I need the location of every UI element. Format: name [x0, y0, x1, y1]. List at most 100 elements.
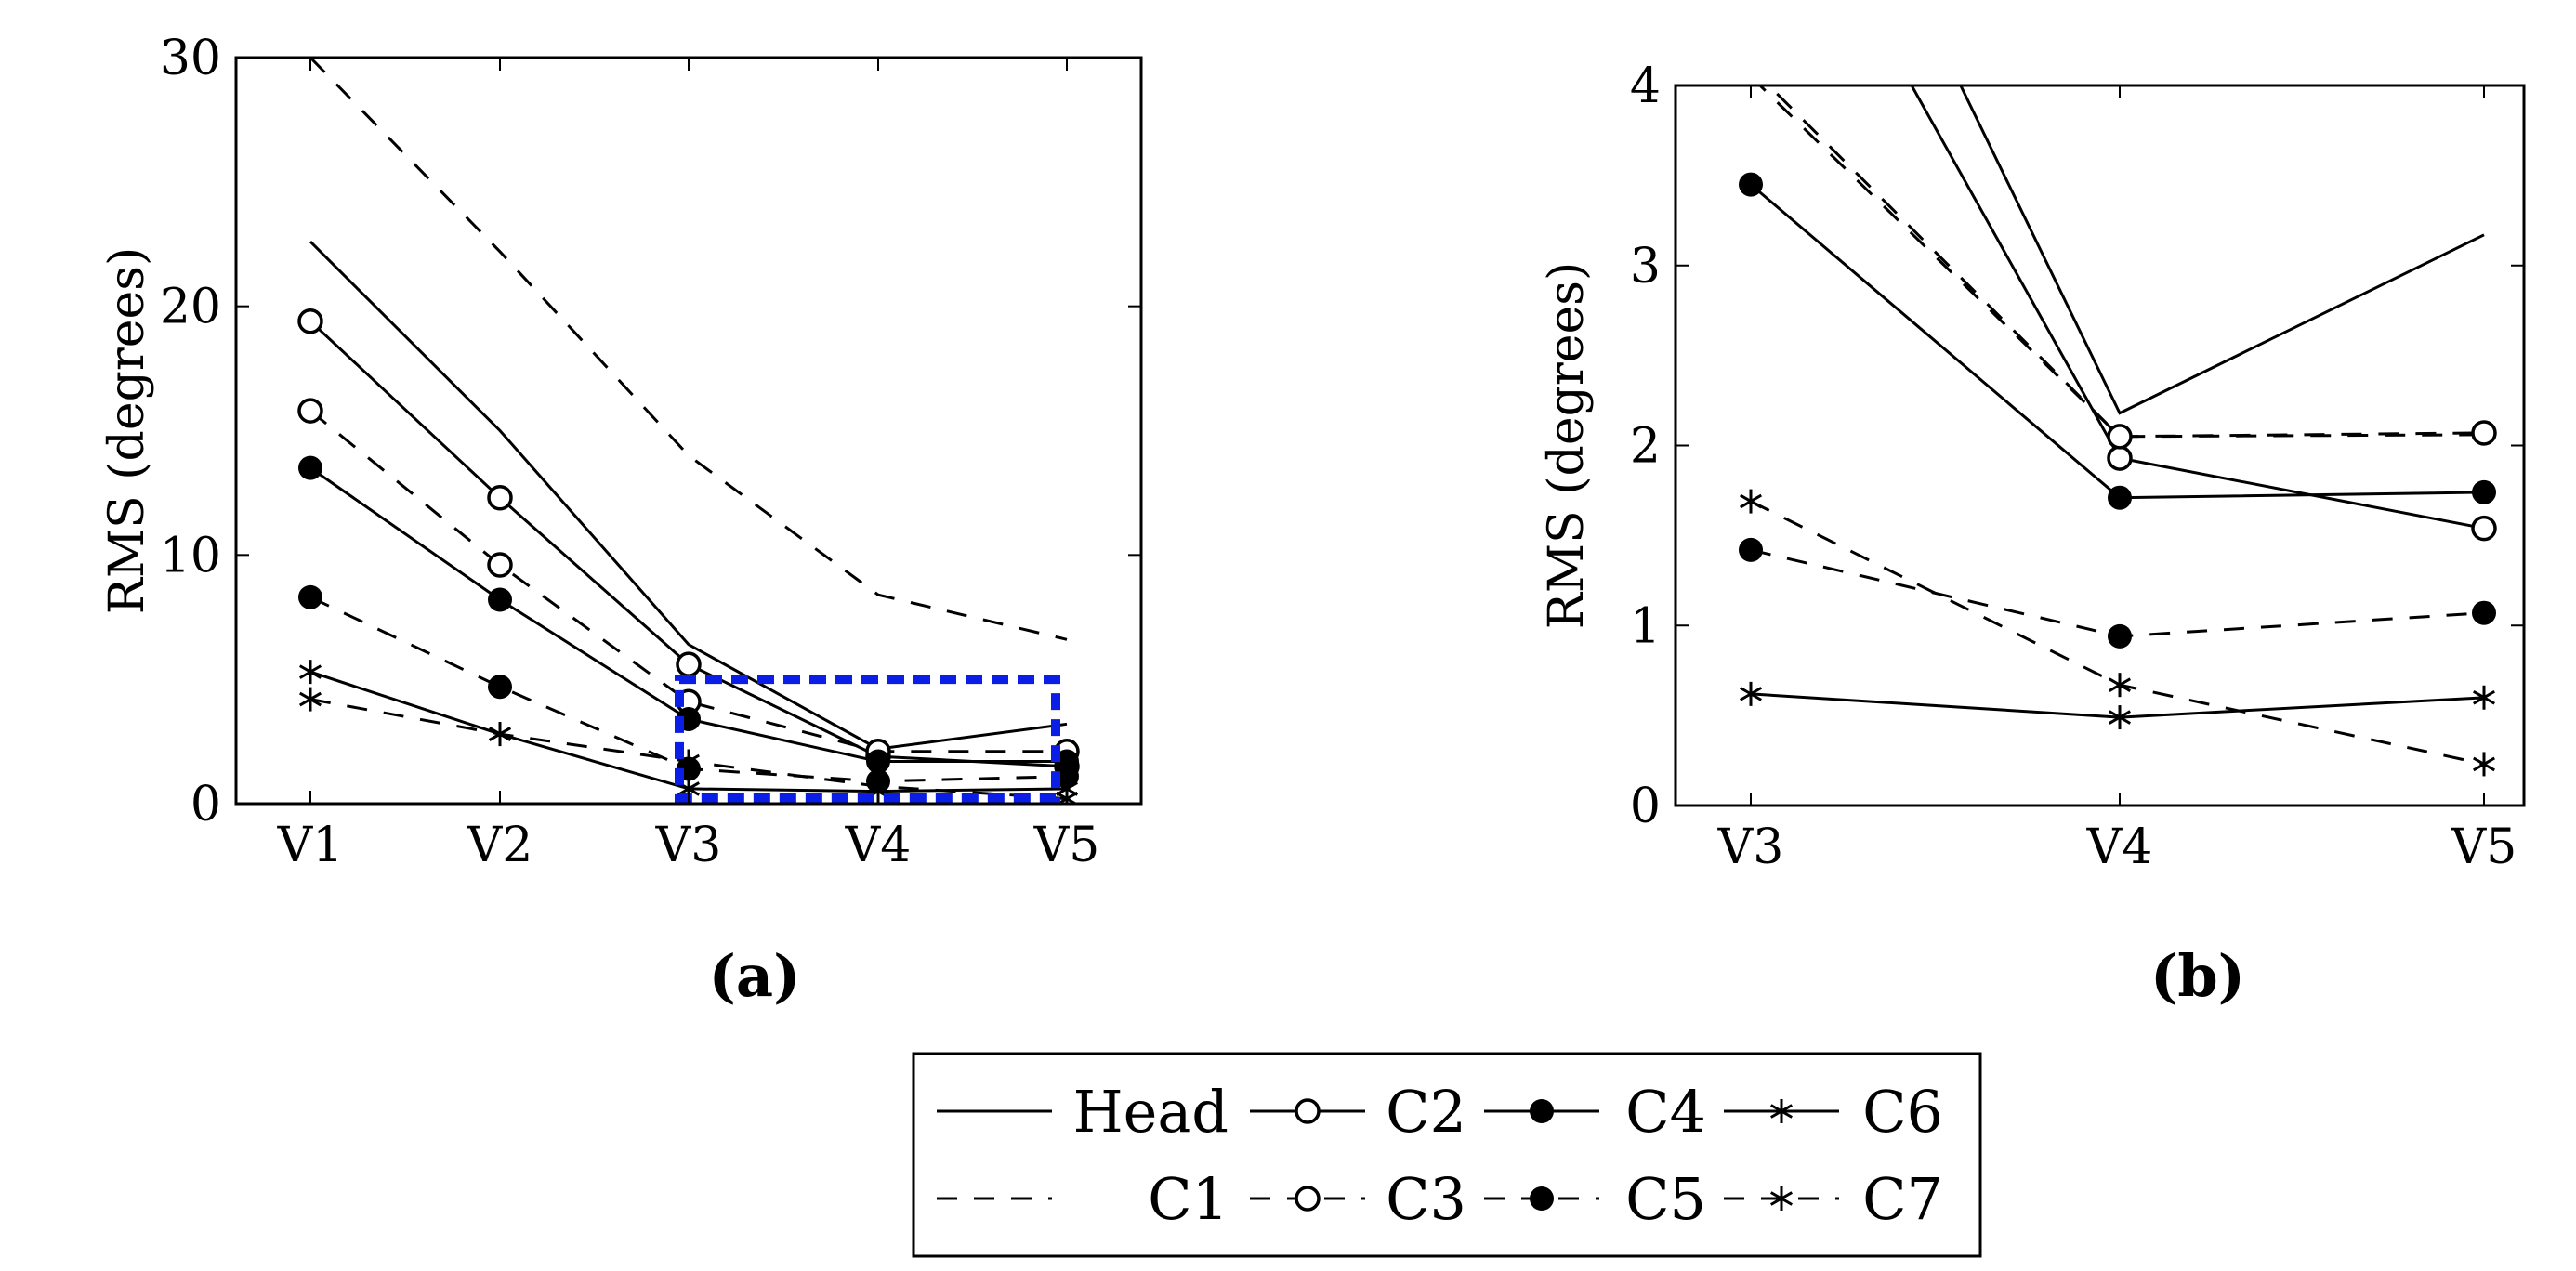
- y-tick-label: 1: [1630, 598, 1661, 654]
- series-c1--a-: [309, 58, 1068, 641]
- data-point-c2-v4: [2107, 445, 2133, 471]
- data-point-c2-v3: [676, 651, 702, 677]
- data-point-c5-v1: [298, 584, 322, 609]
- legend-marker-c5: [1530, 1186, 1554, 1211]
- x-tick-label: V3: [655, 818, 722, 873]
- data-point-c6-v5: [2472, 685, 2496, 710]
- legend-label-c2: C2: [1386, 1078, 1466, 1146]
- y-axis-title: RMS (degrees): [99, 247, 155, 615]
- series-line-head: [1959, 85, 2485, 415]
- series-c4--b-: [1739, 172, 2496, 510]
- legend-item-c4: C4: [1484, 1078, 1706, 1146]
- data-point-c6-v3: [1739, 681, 1763, 706]
- data-point-c2-v2: [487, 485, 513, 511]
- legend-item-c5: C5: [1484, 1165, 1706, 1233]
- legend-item-c6: C6: [1724, 1078, 1943, 1146]
- series-line-c1: [1757, 85, 2485, 439]
- data-point-c5-v2: [488, 675, 512, 700]
- legend-label-c4: C4: [1625, 1078, 1706, 1146]
- series-line-c5: [1750, 548, 2485, 638]
- series-c5--b-: [1739, 537, 2496, 649]
- series-line-c6: [1750, 692, 2485, 719]
- data-point-c7-v5: [2472, 752, 2496, 777]
- star-stroke: [1769, 1191, 1794, 1206]
- data-point-c7-v3: [1739, 489, 1763, 514]
- y-tick-label: 0: [1630, 779, 1661, 834]
- legend-marker-c2: [1295, 1098, 1321, 1124]
- legend-item-c2: C2: [1250, 1078, 1466, 1146]
- legend-marker-c6: [1769, 1099, 1794, 1123]
- legend-marker-c7: [1769, 1186, 1794, 1211]
- data-point-c6-v1: [298, 660, 322, 685]
- data-point-c3-v2: [487, 552, 513, 578]
- x-tick-label: V4: [845, 818, 912, 873]
- legend: Head C2 C4 C6 C1 C3 C5 C7: [912, 1052, 1982, 1258]
- star-stroke: [866, 779, 890, 794]
- chart-panel-a: 0 10 20 30 V1 V2 V3 V4 V5 RMS (degrees): [99, 31, 1143, 873]
- legend-label-c5: C5: [1625, 1165, 1706, 1233]
- legend-item-c7: C7: [1724, 1165, 1943, 1233]
- legend-label-c3: C3: [1386, 1165, 1466, 1233]
- series-head--a-: [309, 241, 1068, 751]
- data-point-c4-v4: [2108, 485, 2132, 510]
- data-point-c2-v1: [297, 308, 323, 334]
- data-point-c4-v1: [298, 455, 322, 480]
- legend-label-c6: C6: [1862, 1078, 1943, 1146]
- star-stroke: [298, 691, 322, 707]
- y-tick-label: 3: [1630, 239, 1661, 295]
- chart-panel-b: 0 1 2 3 4 V3 V4 V5 RMS (degrees): [1539, 57, 2526, 875]
- series-c1--b-: [1757, 85, 2485, 439]
- legend-item-c1: C1: [937, 1165, 1229, 1233]
- star-stroke: [2472, 689, 2496, 705]
- x-tick-label: V2: [467, 818, 533, 873]
- series-c3--b-: [1740, 57, 2497, 450]
- legend-item-head: Head: [937, 1078, 1229, 1146]
- data-point-c7-v1: [298, 687, 322, 712]
- y-tick-label: 20: [160, 280, 221, 335]
- star-stroke: [2108, 677, 2132, 692]
- data-point-c3-v5: [2471, 420, 2497, 446]
- series-c7--b-: [1739, 489, 2496, 777]
- data-point-c7-v4: [2108, 673, 2132, 698]
- star-stroke: [2108, 710, 2132, 725]
- legend-box: [912, 1052, 1982, 1258]
- x-tick-label: V1: [277, 818, 344, 873]
- data-point-c3-v3: [1740, 57, 1762, 79]
- data-point-c3-v4: [2107, 424, 2133, 450]
- data-point-c7-v2: [488, 722, 512, 747]
- series-line-c1: [309, 58, 1068, 641]
- y-axis-title: RMS (degrees): [1539, 262, 1595, 630]
- y-tick-label: 0: [191, 777, 221, 832]
- data-point-c5-v3: [1739, 537, 1763, 562]
- series-line-head: [309, 241, 1068, 751]
- series-line-c3: [309, 409, 1067, 753]
- star-stroke: [1739, 493, 1763, 509]
- data-point-c5-v5: [1055, 764, 1079, 789]
- series-line-c3: [1767, 85, 2485, 439]
- x-tick-label: V5: [2451, 819, 2517, 875]
- x-tick-label: V4: [2086, 819, 2153, 875]
- data-point-c5-v5: [2472, 600, 2496, 625]
- star-stroke: [1769, 1104, 1794, 1119]
- star-stroke: [1739, 687, 1763, 701]
- data-point-c5-v4: [2108, 623, 2132, 649]
- data-point-c4-v5: [2472, 479, 2496, 504]
- y-tick-label: 4: [1630, 59, 1661, 114]
- data-point-c4-v3: [1739, 172, 1763, 197]
- star-stroke: [2472, 756, 2496, 772]
- series-c6--b-: [1739, 681, 2496, 730]
- y-tick-label: 10: [160, 528, 221, 583]
- panel-label-b: (b): [2150, 942, 2245, 1010]
- y-tick-label: 2: [1630, 419, 1661, 475]
- zoom-highlight-box: [675, 675, 1060, 804]
- series-c7--a-: [298, 687, 1079, 804]
- legend-label-c7: C7: [1862, 1165, 1943, 1233]
- x-tick-label: V3: [1717, 819, 1784, 875]
- x-tick-label: V5: [1033, 818, 1100, 873]
- data-point-c3-v1: [297, 398, 323, 424]
- data-point-c4-v4: [866, 749, 890, 774]
- legend-label-head: Head: [1073, 1078, 1229, 1146]
- data-point-c2-v5: [2471, 515, 2497, 542]
- star-stroke: [488, 727, 512, 741]
